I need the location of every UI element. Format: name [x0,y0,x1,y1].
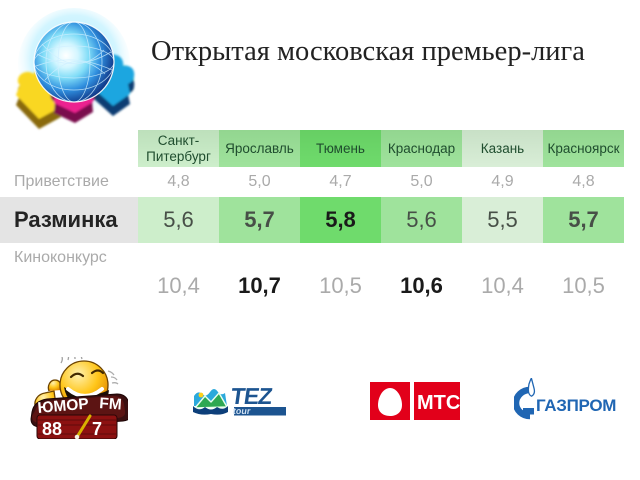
svg-text:7: 7 [92,419,102,439]
svg-text:FM: FM [99,395,123,414]
svg-text:tour: tour [232,406,251,416]
svg-text:88: 88 [42,419,62,439]
svg-text:МТС: МТС [417,392,460,414]
svg-text:ГАЗПРОМ: ГАЗПРОМ [536,396,616,415]
